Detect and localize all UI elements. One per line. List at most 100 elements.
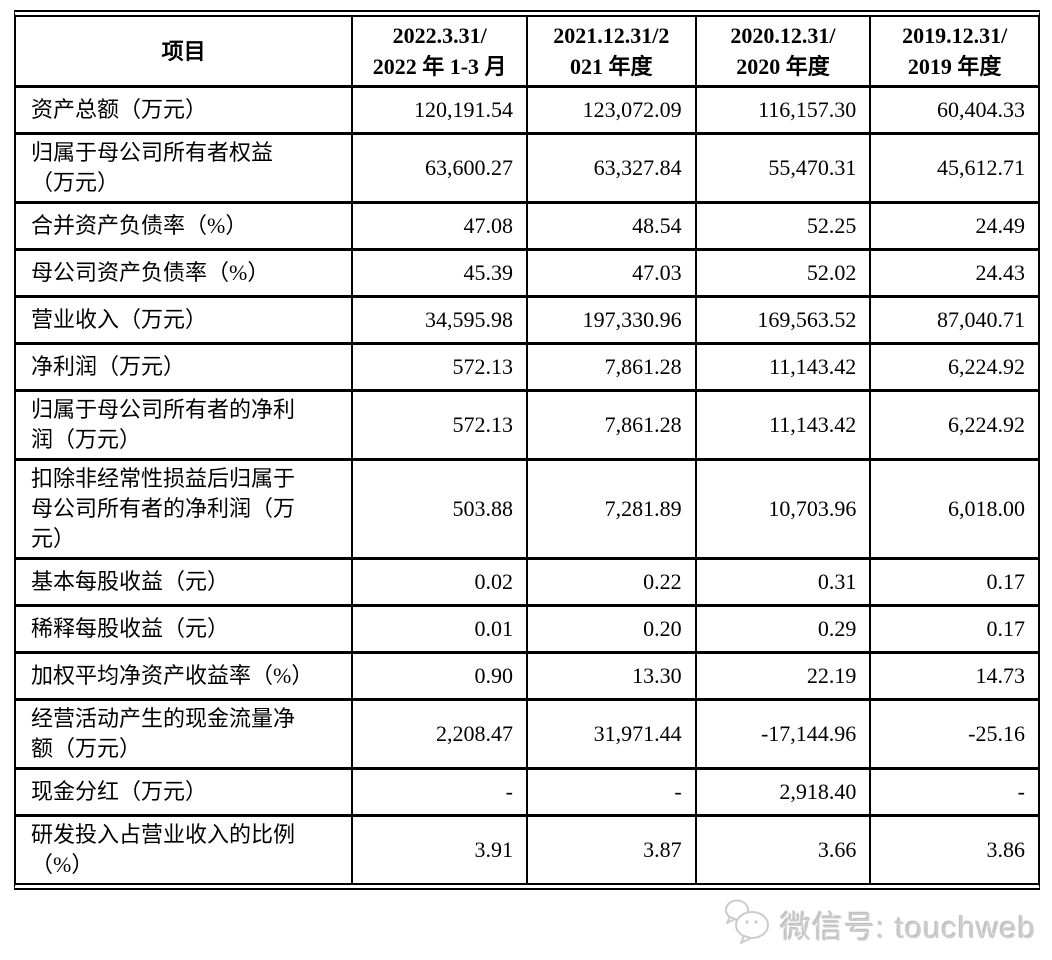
row-label: 研发投入占营业收入的比例 （%） bbox=[16, 814, 354, 883]
value-cell: 2,918.40 bbox=[694, 767, 872, 817]
value-cell: 123,072.09 bbox=[525, 85, 697, 135]
value-cell: 0.90 bbox=[351, 651, 528, 701]
value-cell: 45,612.71 bbox=[869, 132, 1038, 204]
value-cell: 45.39 bbox=[351, 248, 528, 298]
value-cell: - bbox=[525, 767, 697, 817]
value-cell: 120,191.54 bbox=[351, 85, 528, 135]
table-header-row: 项目 2022.3.31/2022 年 1-3 月 2021.12.31/2 021… bbox=[16, 17, 1038, 88]
row-label: 净利润（万元） bbox=[16, 342, 354, 392]
value-cell: 0.29 bbox=[694, 604, 872, 654]
row-label: 归属于母公司所有者权益 （万元） bbox=[16, 132, 354, 204]
value-cell: 47.08 bbox=[351, 201, 528, 251]
row-label: 营业收入（万元） bbox=[16, 295, 354, 345]
value-cell: 11,143.42 bbox=[694, 389, 872, 461]
value-cell: 0.22 bbox=[525, 557, 697, 607]
column-header-line2: 2020 年度 bbox=[736, 54, 830, 79]
financial-table: 项目 2022.3.31/2022 年 1-3 月 2021.12.31/2 021… bbox=[16, 17, 1038, 883]
column-header-line1: 2020.12.31/ bbox=[730, 23, 836, 48]
value-cell: -17,144.96 bbox=[694, 698, 872, 770]
value-cell: 48.54 bbox=[525, 201, 697, 251]
table-row: 母公司资产负债率（%） 45.39 47.03 52.02 24.43 bbox=[16, 248, 1038, 298]
table-row: 合并资产负债率（%） 47.08 48.54 52.25 24.49 bbox=[16, 201, 1038, 251]
value-cell: 87,040.71 bbox=[869, 295, 1038, 345]
value-cell: 0.20 bbox=[525, 604, 697, 654]
value-cell: 47.03 bbox=[525, 248, 697, 298]
financial-summary-table: 项目 2022.3.31/2022 年 1-3 月 2021.12.31/2 021… bbox=[14, 10, 1040, 890]
value-cell: 0.17 bbox=[869, 557, 1038, 607]
table-row: 稀释每股收益（元） 0.01 0.20 0.29 0.17 bbox=[16, 604, 1038, 654]
column-header-line1: 2022.3.31/ bbox=[392, 23, 487, 48]
value-cell: 24.49 bbox=[869, 201, 1038, 251]
value-cell: 0.01 bbox=[351, 604, 528, 654]
value-cell: 0.17 bbox=[869, 604, 1038, 654]
value-cell: 52.25 bbox=[694, 201, 872, 251]
value-cell: 3.91 bbox=[351, 814, 528, 883]
value-cell: - bbox=[869, 767, 1038, 817]
value-cell: 7,281.89 bbox=[525, 458, 697, 560]
value-cell: 116,157.30 bbox=[694, 85, 872, 135]
column-header-line2: 021 年度 bbox=[570, 54, 653, 79]
column-header-period-1: 2021.12.31/2 021 年度 bbox=[525, 17, 697, 88]
row-label: 现金分红（万元） bbox=[16, 767, 354, 817]
row-label: 经营活动产生的现金流量净 额（万元） bbox=[16, 698, 354, 770]
value-cell: 14.73 bbox=[869, 651, 1038, 701]
row-label: 母公司资产负债率（%） bbox=[16, 248, 354, 298]
value-cell: 503.88 bbox=[351, 458, 528, 560]
value-cell: 13.30 bbox=[525, 651, 697, 701]
table-row: 经营活动产生的现金流量净 额（万元） 2,208.47 31,971.44 -17,1… bbox=[16, 698, 1038, 770]
row-label: 基本每股收益（元） bbox=[16, 557, 354, 607]
row-label: 合并资产负债率（%） bbox=[16, 201, 354, 251]
value-cell: 169,563.52 bbox=[694, 295, 872, 345]
watermark-text: 微信号: touchweb bbox=[780, 910, 1036, 945]
value-cell: 60,404.33 bbox=[869, 85, 1038, 135]
value-cell: 3.66 bbox=[694, 814, 872, 883]
table-row: 归属于母公司所有者的净利 润（万元） 572.13 7,861.28 11,143.4… bbox=[16, 389, 1038, 461]
column-header-item: 项目 bbox=[16, 17, 354, 88]
value-cell: - bbox=[351, 767, 528, 817]
row-label: 加权平均净资产收益率（%） bbox=[16, 651, 354, 701]
value-cell: 63,600.27 bbox=[351, 132, 528, 204]
row-label: 归属于母公司所有者的净利 润（万元） bbox=[16, 389, 354, 461]
watermark: 微信号: touchweb bbox=[722, 896, 1036, 953]
value-cell: -25.16 bbox=[869, 698, 1038, 770]
column-header-period-3: 2019.12.31/2019 年度 bbox=[869, 17, 1038, 88]
value-cell: 3.87 bbox=[525, 814, 697, 883]
table-row: 加权平均净资产收益率（%） 0.90 13.30 22.19 14.73 bbox=[16, 651, 1038, 701]
table-row: 营业收入（万元） 34,595.98 197,330.96 169,563.52 87,… bbox=[16, 295, 1038, 345]
value-cell: 63,327.84 bbox=[525, 132, 697, 204]
table-row: 归属于母公司所有者权益 （万元） 63,600.27 63,327.84 55,470… bbox=[16, 132, 1038, 204]
value-cell: 22.19 bbox=[694, 651, 872, 701]
value-cell: 11,143.42 bbox=[694, 342, 872, 392]
row-label: 稀释每股收益（元） bbox=[16, 604, 354, 654]
value-cell: 197,330.96 bbox=[525, 295, 697, 345]
value-cell: 10,703.96 bbox=[694, 458, 872, 560]
value-cell: 0.31 bbox=[694, 557, 872, 607]
column-header-period-0: 2022.3.31/2022 年 1-3 月 bbox=[351, 17, 528, 88]
column-header-line2: 2019 年度 bbox=[907, 54, 1002, 79]
table-row: 扣除非经常性损益后归属于 母公司所有者的净利润（万 元） 503.88 7,281.… bbox=[16, 458, 1038, 560]
column-header-line1: 2021.12.31/2 bbox=[553, 23, 670, 48]
column-header-line1: 2019.12.31/ bbox=[902, 23, 1008, 48]
column-header-line2: 2022 年 1-3 月 bbox=[372, 54, 507, 79]
table-body: 资产总额（万元） 120,191.54 123,072.09 116,157.30 60… bbox=[16, 85, 1038, 883]
value-cell: 7,861.28 bbox=[525, 342, 697, 392]
value-cell: 3.86 bbox=[869, 814, 1038, 883]
value-cell: 52.02 bbox=[694, 248, 872, 298]
table-row: 资产总额（万元） 120,191.54 123,072.09 116,157.30 60… bbox=[16, 85, 1038, 135]
value-cell: 55,470.31 bbox=[694, 132, 872, 204]
table-row: 基本每股收益（元） 0.02 0.22 0.31 0.17 bbox=[16, 557, 1038, 607]
value-cell: 572.13 bbox=[351, 389, 528, 461]
value-cell: 6,224.92 bbox=[869, 389, 1038, 461]
value-cell: 2,208.47 bbox=[351, 698, 528, 770]
value-cell: 0.02 bbox=[351, 557, 528, 607]
value-cell: 34,595.98 bbox=[351, 295, 528, 345]
row-label: 扣除非经常性损益后归属于 母公司所有者的净利润（万 元） bbox=[16, 458, 354, 560]
value-cell: 24.43 bbox=[869, 248, 1038, 298]
row-label: 资产总额（万元） bbox=[16, 85, 354, 135]
value-cell: 6,018.00 bbox=[869, 458, 1038, 560]
wechat-icon bbox=[722, 896, 774, 953]
value-cell: 6,224.92 bbox=[869, 342, 1038, 392]
value-cell: 7,861.28 bbox=[525, 389, 697, 461]
column-header-period-2: 2020.12.31/2020 年度 bbox=[694, 17, 872, 88]
table-row: 净利润（万元） 572.13 7,861.28 11,143.42 6,224.92 bbox=[16, 342, 1038, 392]
